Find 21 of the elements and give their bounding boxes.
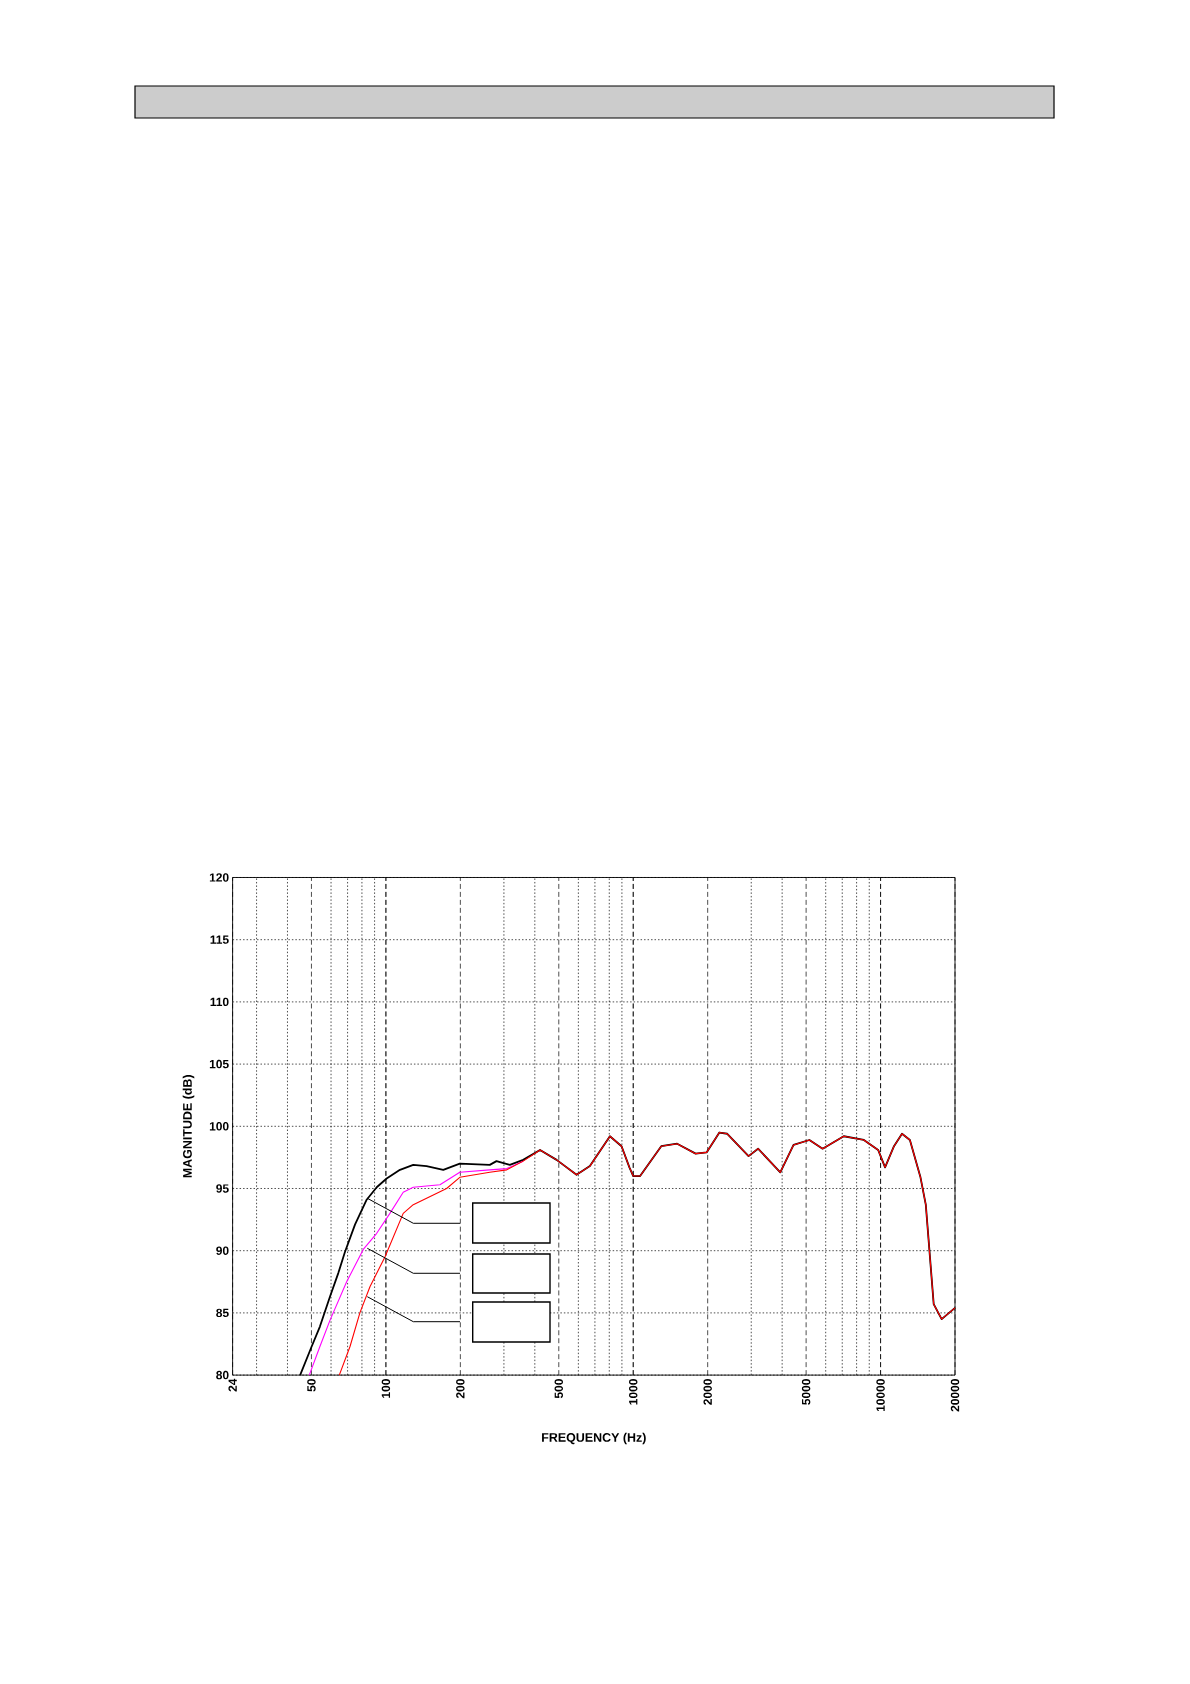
x-tick-label: 20000 bbox=[950, 1379, 960, 1412]
y-tick-label: 90 bbox=[216, 1246, 229, 1255]
x-tick-label: 10000 bbox=[876, 1379, 885, 1412]
x-tick-label: 500 bbox=[554, 1379, 564, 1399]
y-tick-label: 95 bbox=[216, 1184, 229, 1193]
x-axis-title: FREQUENCY (Hz) bbox=[542, 1432, 646, 1445]
y-tick-label: 110 bbox=[210, 997, 229, 1007]
x-tick-label: 1000 bbox=[629, 1379, 638, 1405]
y-tick-label: 120 bbox=[209, 873, 229, 882]
x-tick-label: 100 bbox=[381, 1379, 391, 1398]
y-tick-label: 115 bbox=[210, 935, 229, 944]
y-tick-label: 80 bbox=[216, 1370, 229, 1380]
x-tick-label: 50 bbox=[307, 1379, 316, 1392]
x-tick-label: 200 bbox=[456, 1379, 465, 1399]
y-tick-label: 100 bbox=[209, 1122, 229, 1131]
x-tick-label: 5000 bbox=[801, 1379, 811, 1405]
y-axis-title: MAGNITUDE (dB) bbox=[182, 1075, 195, 1178]
y-tick-label: 85 bbox=[216, 1308, 229, 1318]
y-tick-label: 105 bbox=[209, 1059, 229, 1069]
x-tick-label: 2000 bbox=[703, 1379, 712, 1405]
x-tick-label: 24 bbox=[228, 1378, 237, 1392]
